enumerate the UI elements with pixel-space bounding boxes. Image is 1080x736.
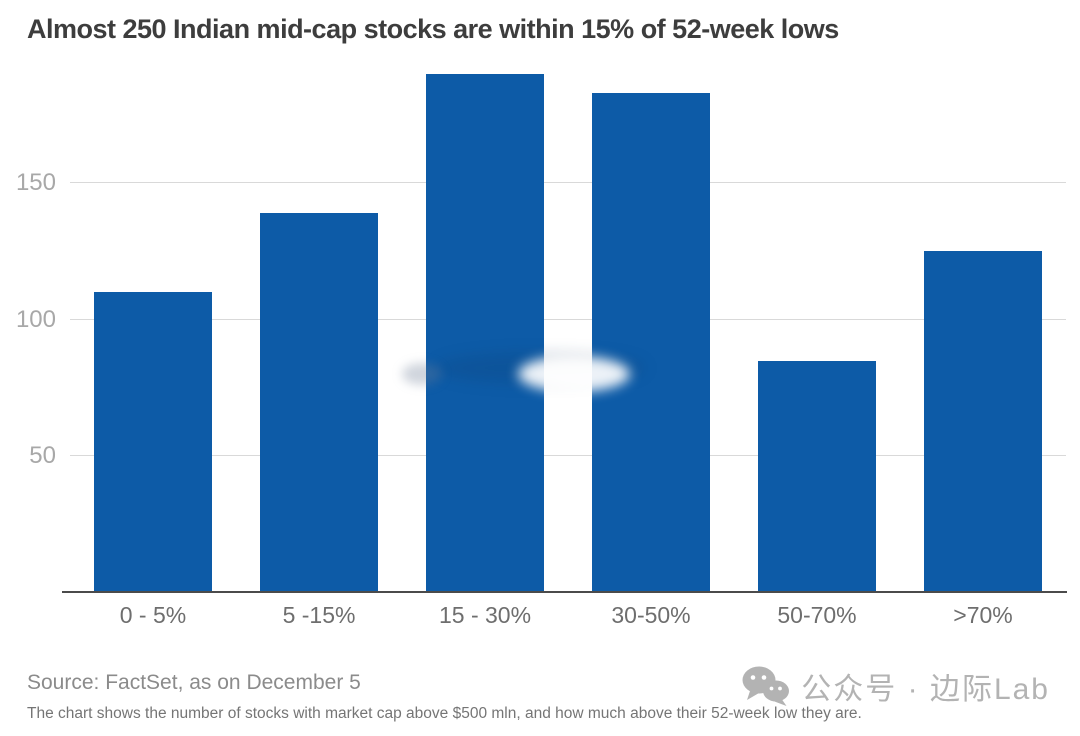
wechat-icon: [742, 666, 790, 706]
bar-slot: [402, 60, 568, 593]
x-axis-labels: 0 - 5% 5 -15% 15 - 30% 30-50% 50-70% >70%: [70, 602, 1066, 629]
bar-50-70-: [758, 360, 876, 593]
x-tick-label: >70%: [953, 602, 1013, 628]
footnote-text: The chart shows the number of stocks wit…: [27, 705, 862, 722]
bar-slot: [734, 60, 900, 593]
watermark: 公众号 · 边际Lab: [741, 664, 1050, 708]
bar-30-50-: [592, 92, 710, 593]
x-axis-line: [62, 591, 1067, 593]
bar->70-: [924, 251, 1042, 593]
x-tick-label: 5 -15%: [282, 602, 356, 628]
bar-slot: [900, 60, 1066, 593]
bar-slot: [70, 60, 236, 593]
watermark-text: 公众号 · 边际Lab: [801, 673, 1050, 706]
gridline-50: [70, 455, 1066, 457]
bar-0-5-: [94, 292, 212, 593]
gridline-100: [70, 318, 1066, 320]
x-tick-label: 50-70%: [777, 602, 857, 628]
y-tick-label-150: 150: [15, 169, 56, 196]
bar-series: [70, 60, 1066, 593]
bar-slot: [236, 60, 402, 593]
bar-5-15-: [260, 213, 378, 593]
y-tick-label-100: 100: [15, 305, 56, 333]
y-tick-label-50: 50: [29, 442, 56, 470]
source-text: Source: FactSet, as on December 5: [27, 671, 361, 694]
chart-title: Almost 250 Indian mid-cap stocks are wit…: [27, 14, 839, 44]
gridline-150: [70, 182, 1066, 183]
x-tick-label: 15 - 30%: [438, 602, 532, 628]
bar-15-30-: [426, 73, 544, 593]
bar-slot: [568, 60, 734, 593]
x-tick-label: 0 - 5%: [119, 602, 187, 628]
x-tick-label: 30-50%: [611, 602, 691, 628]
plot-area: 50 100 150: [16, 60, 1067, 593]
